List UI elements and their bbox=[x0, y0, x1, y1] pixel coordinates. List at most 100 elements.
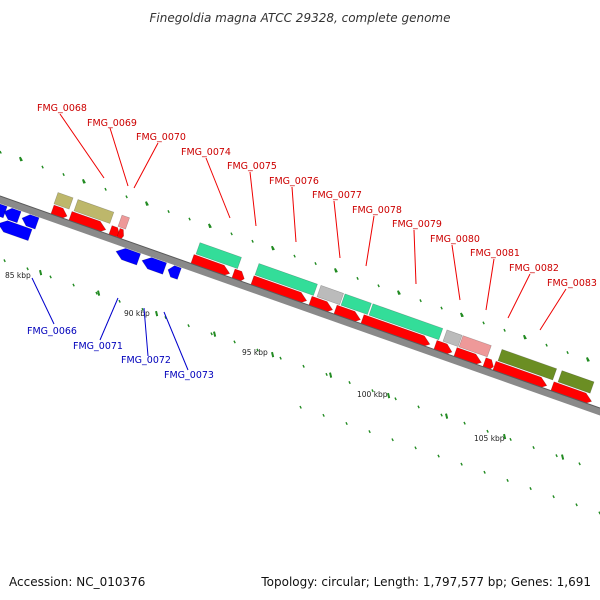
gc-tick bbox=[397, 290, 401, 295]
gc-tick bbox=[125, 195, 128, 199]
gc-tick bbox=[356, 276, 359, 280]
gc-tick bbox=[561, 454, 565, 460]
gc-tick bbox=[482, 321, 485, 325]
gene-label-fmg-0083: FMG_0083 bbox=[547, 278, 597, 289]
gc-tick bbox=[523, 334, 527, 340]
gc-tick bbox=[483, 470, 486, 474]
cog-block bbox=[254, 263, 318, 296]
gc-tick bbox=[555, 454, 558, 458]
gc-tick bbox=[552, 495, 555, 499]
gene-label-fmg-0071: FMG_0071 bbox=[73, 341, 123, 352]
gc-tick bbox=[164, 315, 167, 320]
cog-block bbox=[316, 285, 345, 306]
gc-tick bbox=[3, 259, 6, 263]
gc-tick bbox=[49, 275, 52, 279]
gc-tick bbox=[417, 405, 420, 409]
cog-block bbox=[53, 192, 74, 210]
gc-tick bbox=[26, 267, 29, 271]
gene-label-fmg-0075: FMG_0075 bbox=[227, 161, 277, 172]
gc-tick bbox=[578, 462, 581, 466]
gene-label-fmg-0073: FMG_0073 bbox=[164, 370, 214, 381]
gc-tick bbox=[188, 217, 191, 221]
gc-tick bbox=[0, 150, 2, 154]
gc-tick bbox=[97, 290, 101, 296]
gene-label-fmg-0081: FMG_0081 bbox=[470, 248, 520, 259]
cog-block bbox=[340, 293, 372, 315]
gc-tick bbox=[463, 421, 466, 425]
gene-label-fmg-0077: FMG_0077 bbox=[312, 190, 362, 201]
gc-tick bbox=[41, 165, 44, 169]
gc-tick bbox=[419, 299, 422, 303]
gc-tick bbox=[155, 310, 159, 317]
reverse-cds-track bbox=[0, 203, 182, 280]
reverse-cds-arrow bbox=[21, 214, 40, 230]
gc-tick bbox=[529, 486, 532, 491]
scale-label-95kbp: 95 kbp bbox=[242, 348, 268, 357]
gc-tick bbox=[208, 223, 212, 229]
gc-tick bbox=[271, 351, 275, 358]
gc-tick bbox=[460, 462, 463, 466]
gene-label-fmg-0082: FMG_0082 bbox=[509, 263, 559, 274]
gc-content-track bbox=[0, 150, 600, 515]
gene-label-fmg-0080: FMG_0080 bbox=[430, 234, 480, 245]
gc-tick bbox=[545, 343, 548, 347]
cog-block bbox=[557, 370, 595, 394]
reverse-cds-arrow bbox=[0, 220, 33, 242]
cog-block bbox=[73, 199, 115, 224]
genome-summary-text: Topology: circular; Length: 1,797,577 bp… bbox=[260, 575, 591, 589]
gc-tick bbox=[213, 331, 217, 337]
gc-tick bbox=[329, 372, 333, 378]
cog-block bbox=[497, 348, 558, 381]
gc-tick bbox=[371, 389, 374, 393]
gene-label-fmg-0072: FMG_0072 bbox=[121, 355, 171, 366]
gc-tick bbox=[391, 438, 394, 442]
gc-tick bbox=[251, 239, 254, 243]
label-leader-lines bbox=[31, 113, 567, 371]
gc-tick bbox=[566, 351, 569, 355]
gc-tick bbox=[72, 283, 75, 287]
cog-block bbox=[442, 329, 463, 347]
reverse-cds-arrow bbox=[0, 203, 8, 219]
gc-tick bbox=[19, 156, 23, 162]
gene-label-fmg-0066: FMG_0066 bbox=[27, 326, 77, 337]
gc-tick bbox=[293, 254, 296, 258]
scale-label-100kbp: 100 kbp bbox=[357, 390, 388, 399]
gc-tick bbox=[233, 340, 236, 344]
gc-tick bbox=[187, 324, 190, 328]
gc-tick bbox=[460, 312, 464, 318]
gc-tick bbox=[325, 372, 328, 376]
gc-tick bbox=[118, 299, 121, 303]
gc-tick bbox=[145, 201, 149, 206]
gc-tick bbox=[256, 348, 259, 352]
cog-block bbox=[117, 214, 130, 230]
gc-tick bbox=[440, 306, 443, 310]
gc-tick bbox=[271, 245, 275, 251]
scale-label-85kbp: 85 kbp bbox=[5, 271, 31, 280]
scale-label-105kbp: 105 kbp bbox=[474, 434, 505, 443]
gc-tick bbox=[95, 291, 98, 295]
gc-tick bbox=[104, 187, 107, 191]
gene-label-fmg-0068: FMG_0068 bbox=[37, 103, 87, 114]
gene-label-fmg-0079: FMG_0079 bbox=[392, 219, 442, 230]
reverse-cds-arrow bbox=[167, 265, 182, 280]
gc-tick bbox=[506, 478, 509, 482]
reverse-cds-arrow bbox=[3, 207, 22, 224]
gc-tick bbox=[445, 413, 449, 419]
gc-tick bbox=[230, 232, 233, 236]
gc-tick bbox=[167, 210, 170, 214]
gc-tick bbox=[414, 446, 417, 450]
cog-block bbox=[458, 335, 492, 358]
gc-tick bbox=[368, 430, 371, 434]
gc-tick bbox=[586, 357, 590, 362]
gc-tick bbox=[486, 429, 489, 433]
gc-tick bbox=[314, 261, 317, 266]
gc-tick bbox=[509, 437, 512, 442]
scale-labels: 85 kbp 90 kbp 95 kbp 100 kbp 105 kbp bbox=[5, 271, 505, 443]
gc-tick bbox=[503, 433, 507, 440]
gc-tick bbox=[82, 179, 86, 184]
gc-tick bbox=[440, 413, 443, 417]
gene-label-fmg-0076: FMG_0076 bbox=[269, 176, 319, 187]
gc-tick bbox=[62, 172, 65, 177]
reverse-cds-arrow bbox=[141, 257, 168, 275]
